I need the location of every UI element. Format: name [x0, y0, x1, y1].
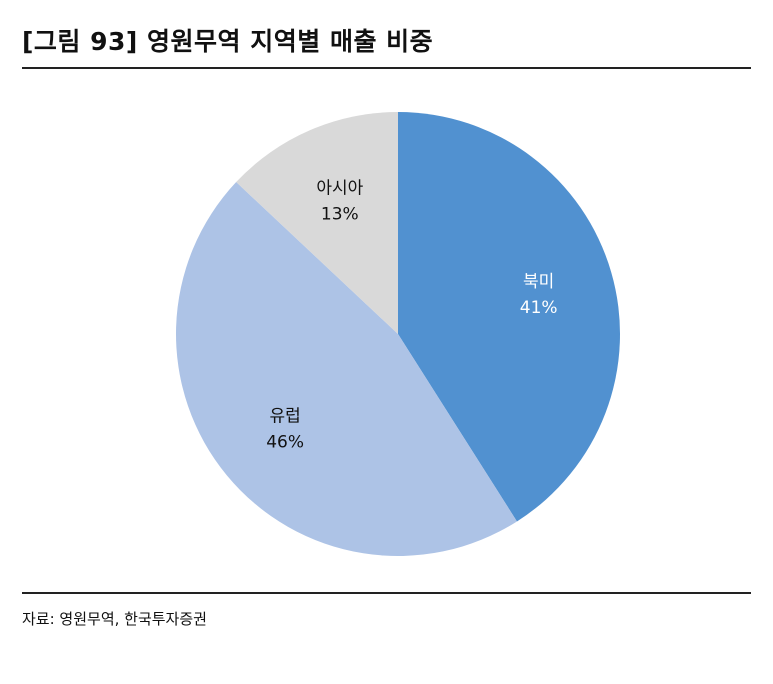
slice-value-label-1: 46%	[266, 432, 304, 452]
source-rule	[22, 592, 751, 594]
pie-slice-0	[398, 112, 621, 522]
slice-label-2: 아시아	[316, 179, 363, 199]
title-rule	[22, 67, 751, 69]
slice-value-label-2: 13%	[321, 205, 359, 225]
pie-slice-1	[176, 182, 517, 556]
source-note: 자료: 영원무역, 한국투자증권	[22, 610, 207, 628]
slice-value-label-0: 41%	[520, 298, 558, 318]
slice-label-1: 유럽	[269, 406, 300, 426]
pie-slice-2	[236, 112, 398, 334]
slice-label-0: 북미	[523, 272, 554, 292]
chart-title: [그림 93] 영원무역 지역별 매출 비중	[22, 27, 434, 56]
